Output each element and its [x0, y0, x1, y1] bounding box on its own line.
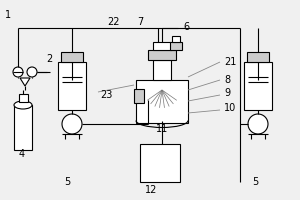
- Bar: [247, 52, 269, 62]
- Text: 6: 6: [183, 22, 189, 32]
- Bar: [148, 50, 176, 60]
- Bar: [140, 144, 180, 182]
- Text: 1: 1: [5, 10, 11, 20]
- Text: 9: 9: [224, 88, 230, 98]
- Circle shape: [248, 114, 268, 134]
- Text: 21: 21: [224, 57, 236, 67]
- Text: 5: 5: [64, 177, 70, 187]
- Bar: [61, 52, 83, 62]
- Circle shape: [13, 67, 23, 77]
- Text: 4: 4: [19, 149, 25, 159]
- Bar: [244, 62, 272, 110]
- Ellipse shape: [14, 101, 32, 109]
- Bar: [136, 80, 188, 122]
- Bar: [170, 42, 182, 50]
- Bar: [172, 36, 180, 42]
- Bar: [153, 42, 171, 50]
- Circle shape: [62, 114, 82, 134]
- Text: 23: 23: [100, 90, 112, 100]
- Text: 7: 7: [137, 17, 143, 27]
- Text: 11: 11: [156, 124, 168, 134]
- Text: 12: 12: [145, 185, 158, 195]
- Circle shape: [27, 67, 37, 77]
- Text: 10: 10: [224, 103, 236, 113]
- Bar: [58, 62, 86, 110]
- Bar: [14, 105, 32, 150]
- Bar: [153, 60, 171, 80]
- Text: 2: 2: [46, 54, 52, 64]
- Text: 22: 22: [107, 17, 119, 27]
- Bar: [19, 94, 28, 102]
- Text: 5: 5: [252, 177, 258, 187]
- Polygon shape: [20, 78, 30, 86]
- Bar: [134, 89, 144, 103]
- Text: 8: 8: [224, 75, 230, 85]
